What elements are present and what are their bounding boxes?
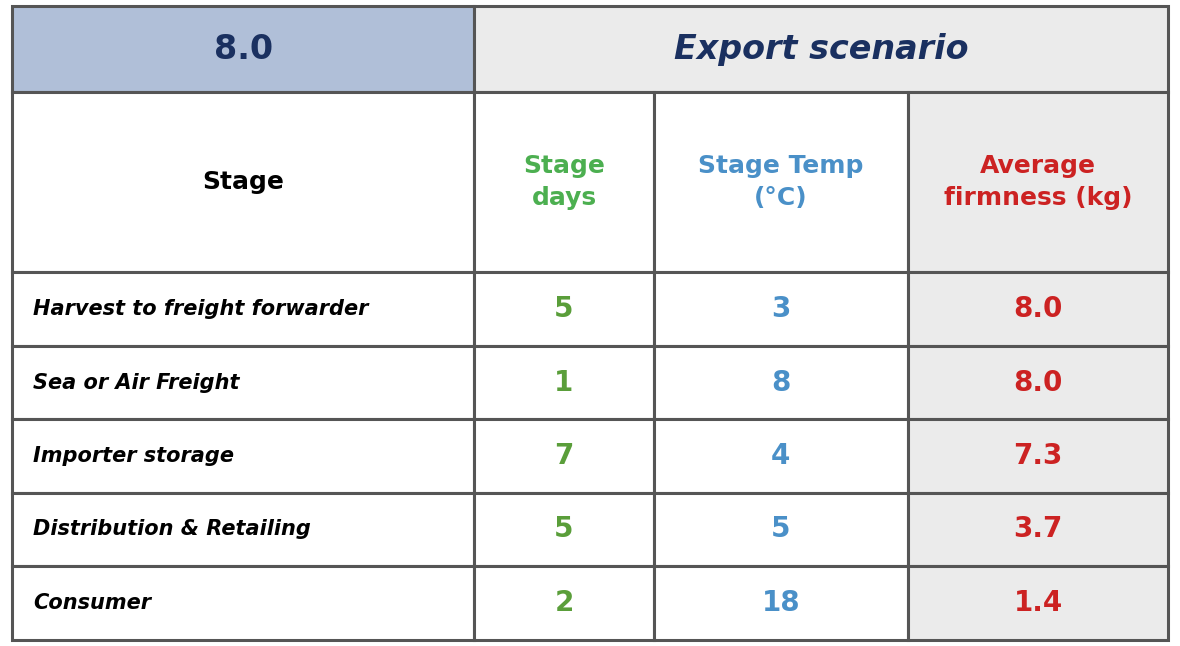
Bar	[654, 493, 909, 566]
Text: Importer storage: Importer storage	[33, 446, 234, 466]
Bar	[909, 273, 1168, 346]
Text: 18: 18	[761, 589, 800, 617]
Text: Stage
days: Stage days	[523, 154, 605, 210]
Bar	[474, 6, 1168, 92]
Bar	[654, 92, 909, 273]
Text: 8: 8	[771, 368, 791, 397]
Text: 1: 1	[555, 368, 573, 397]
Bar	[909, 419, 1168, 493]
Bar	[12, 92, 474, 273]
Bar	[909, 566, 1168, 640]
Text: 8.0: 8.0	[1014, 368, 1063, 397]
Bar	[654, 273, 909, 346]
Text: 4: 4	[771, 442, 791, 470]
Bar	[12, 346, 474, 419]
Text: Sea or Air Freight: Sea or Air Freight	[33, 373, 240, 393]
Text: 5: 5	[771, 516, 791, 543]
Text: 3: 3	[771, 295, 791, 323]
Bar	[474, 346, 654, 419]
Text: Consumer: Consumer	[33, 593, 151, 613]
Text: Distribution & Retailing: Distribution & Retailing	[33, 519, 310, 539]
Bar	[12, 566, 474, 640]
Bar	[474, 493, 654, 566]
Text: Export scenario: Export scenario	[674, 33, 969, 66]
Bar	[909, 493, 1168, 566]
Bar	[12, 419, 474, 493]
Bar	[909, 346, 1168, 419]
Text: Stage: Stage	[202, 170, 284, 194]
Text: 1.4: 1.4	[1014, 589, 1063, 617]
Bar	[474, 566, 654, 640]
Text: Average
firmness (kg): Average firmness (kg)	[944, 154, 1133, 210]
Text: 2: 2	[555, 589, 573, 617]
Text: 5: 5	[555, 295, 573, 323]
Text: 8.0: 8.0	[214, 33, 273, 66]
Bar	[654, 566, 909, 640]
Text: Harvest to freight forwarder: Harvest to freight forwarder	[33, 299, 368, 319]
Bar	[12, 273, 474, 346]
Bar	[474, 273, 654, 346]
Text: 7.3: 7.3	[1014, 442, 1063, 470]
Bar	[474, 92, 654, 273]
Bar	[654, 346, 909, 419]
Text: 5: 5	[555, 516, 573, 543]
Text: 7: 7	[555, 442, 573, 470]
Bar	[474, 419, 654, 493]
Bar	[12, 493, 474, 566]
Text: Stage Temp
(°C): Stage Temp (°C)	[699, 154, 864, 210]
Bar	[909, 92, 1168, 273]
Text: 8.0: 8.0	[1014, 295, 1063, 323]
Text: 3.7: 3.7	[1014, 516, 1063, 543]
Bar	[654, 419, 909, 493]
Bar	[12, 6, 474, 92]
